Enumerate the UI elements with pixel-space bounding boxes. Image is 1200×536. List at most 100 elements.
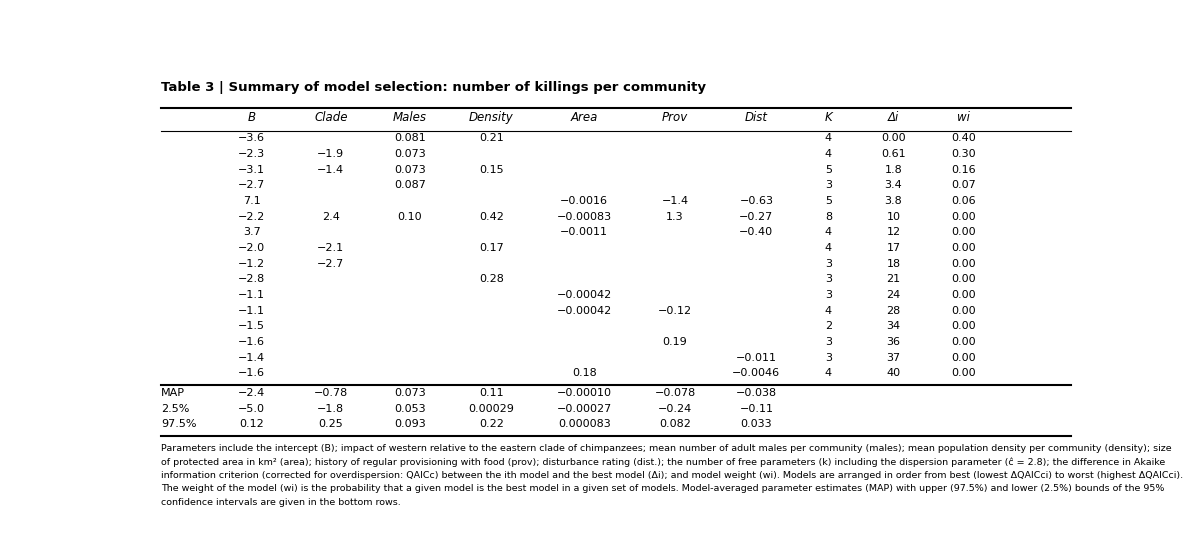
Text: −1.4: −1.4	[317, 165, 344, 175]
Text: 0.28: 0.28	[479, 274, 504, 285]
Text: 0.18: 0.18	[572, 368, 596, 378]
Text: −0.78: −0.78	[313, 388, 348, 398]
Text: −2.3: −2.3	[239, 149, 265, 159]
Text: Clade: Clade	[314, 111, 348, 124]
Text: 0.16: 0.16	[950, 165, 976, 175]
Text: 4: 4	[824, 368, 832, 378]
Text: 34: 34	[887, 322, 900, 331]
Text: 0.00: 0.00	[950, 227, 976, 237]
Text: 0.11: 0.11	[479, 388, 504, 398]
Text: 3: 3	[824, 290, 832, 300]
Text: 0.00: 0.00	[950, 259, 976, 269]
Text: −0.00010: −0.00010	[557, 388, 612, 398]
Text: 4: 4	[824, 133, 832, 143]
Text: −0.11: −0.11	[739, 404, 773, 414]
Text: 4: 4	[824, 227, 832, 237]
Text: Males: Males	[392, 111, 427, 124]
Text: −2.4: −2.4	[239, 388, 265, 398]
Text: −2.0: −2.0	[239, 243, 265, 253]
Text: 1.3: 1.3	[666, 212, 684, 222]
Text: −1.4: −1.4	[661, 196, 689, 206]
Text: 0.15: 0.15	[479, 165, 504, 175]
Text: 10: 10	[887, 212, 900, 222]
Text: −2.7: −2.7	[239, 180, 265, 190]
Text: −0.24: −0.24	[658, 404, 692, 414]
Text: The weight of the model (wi) is the probability that a given model is the best m: The weight of the model (wi) is the prob…	[161, 485, 1164, 494]
Text: 0.61: 0.61	[881, 149, 906, 159]
Text: Δi: Δi	[888, 111, 899, 124]
Text: 0.00: 0.00	[950, 243, 976, 253]
Text: 0.22: 0.22	[479, 419, 504, 429]
Text: B: B	[248, 111, 256, 124]
Text: 3.4: 3.4	[884, 180, 902, 190]
Text: 0.082: 0.082	[659, 419, 691, 429]
Text: −0.0046: −0.0046	[732, 368, 780, 378]
Text: −1.6: −1.6	[239, 337, 265, 347]
Text: −1.8: −1.8	[317, 404, 344, 414]
Text: confidence intervals are given in the bottom rows.: confidence intervals are given in the bo…	[161, 498, 401, 507]
Text: 0.073: 0.073	[394, 165, 426, 175]
Text: −0.00027: −0.00027	[557, 404, 612, 414]
Text: 0.00: 0.00	[950, 212, 976, 222]
Text: 3: 3	[824, 337, 832, 347]
Text: Prov: Prov	[662, 111, 688, 124]
Text: Parameters include the intercept (B); impact of western relative to the eastern : Parameters include the intercept (B); im…	[161, 444, 1171, 452]
Text: −0.00083: −0.00083	[557, 212, 612, 222]
Text: 0.073: 0.073	[394, 388, 426, 398]
Text: −0.0016: −0.0016	[560, 196, 608, 206]
Text: −1.9: −1.9	[317, 149, 344, 159]
Text: 4: 4	[824, 306, 832, 316]
Text: −0.00042: −0.00042	[557, 290, 612, 300]
Text: 12: 12	[887, 227, 900, 237]
Text: 0.17: 0.17	[479, 243, 504, 253]
Text: of protected area in km² (area); history of regular provisioning with food (prov: of protected area in km² (area); history…	[161, 457, 1165, 467]
Text: 8: 8	[824, 212, 832, 222]
Text: 3: 3	[824, 180, 832, 190]
Text: 0.00: 0.00	[950, 322, 976, 331]
Text: 0.033: 0.033	[740, 419, 772, 429]
Text: wi: wi	[956, 111, 970, 124]
Text: 37: 37	[887, 353, 900, 363]
Text: 3: 3	[824, 259, 832, 269]
Text: 40: 40	[887, 368, 900, 378]
Text: −0.011: −0.011	[736, 353, 776, 363]
Text: Dist: Dist	[745, 111, 768, 124]
Text: 0.42: 0.42	[479, 212, 504, 222]
Text: −1.6: −1.6	[239, 368, 265, 378]
Text: 21: 21	[887, 274, 900, 285]
Text: −1.1: −1.1	[239, 306, 265, 316]
Text: 0.053: 0.053	[394, 404, 426, 414]
Text: 0.093: 0.093	[394, 419, 426, 429]
Text: 0.00: 0.00	[950, 337, 976, 347]
Text: −0.078: −0.078	[654, 388, 696, 398]
Text: 0.00: 0.00	[881, 133, 906, 143]
Text: −0.40: −0.40	[739, 227, 774, 237]
Text: −5.0: −5.0	[239, 404, 265, 414]
Text: −0.038: −0.038	[736, 388, 776, 398]
Text: −2.1: −2.1	[317, 243, 344, 253]
Text: K: K	[824, 111, 833, 124]
Text: −0.0011: −0.0011	[560, 227, 608, 237]
Text: −0.12: −0.12	[658, 306, 692, 316]
Text: −0.63: −0.63	[739, 196, 773, 206]
Text: 0.00: 0.00	[950, 290, 976, 300]
Text: Density: Density	[469, 111, 514, 124]
Text: 5: 5	[824, 196, 832, 206]
Text: 0.07: 0.07	[950, 180, 976, 190]
Text: 0.000083: 0.000083	[558, 419, 611, 429]
Text: 0.40: 0.40	[950, 133, 976, 143]
Text: 0.00029: 0.00029	[468, 404, 515, 414]
Text: −1.5: −1.5	[239, 322, 265, 331]
Text: 0.00: 0.00	[950, 353, 976, 363]
Text: 18: 18	[887, 259, 900, 269]
Text: −1.1: −1.1	[239, 290, 265, 300]
Text: 0.081: 0.081	[394, 133, 426, 143]
Text: 0.00: 0.00	[950, 274, 976, 285]
Text: 2.5%: 2.5%	[161, 404, 190, 414]
Text: 0.073: 0.073	[394, 149, 426, 159]
Text: 7.1: 7.1	[242, 196, 260, 206]
Text: 28: 28	[887, 306, 901, 316]
Text: 3: 3	[824, 353, 832, 363]
Text: 0.21: 0.21	[479, 133, 504, 143]
Text: information criterion (corrected for overdispersion: QAICc) between the ith mode: information criterion (corrected for ove…	[161, 471, 1183, 480]
